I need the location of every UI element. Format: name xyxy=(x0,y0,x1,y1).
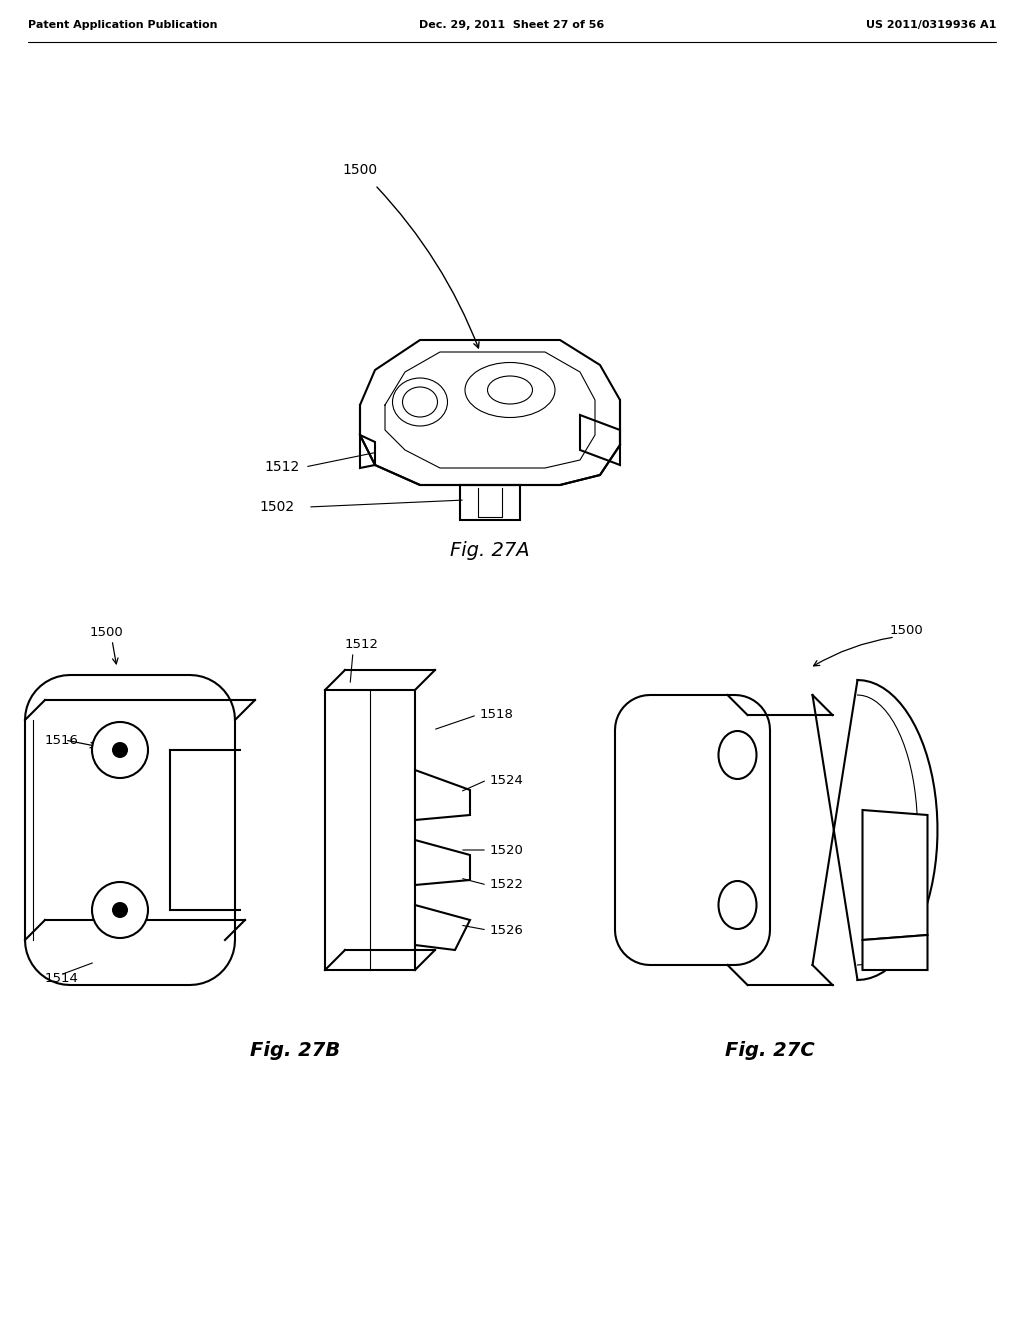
Text: 1524: 1524 xyxy=(490,774,524,787)
Polygon shape xyxy=(415,770,470,820)
Text: 1512: 1512 xyxy=(265,459,300,474)
Polygon shape xyxy=(360,436,375,469)
Ellipse shape xyxy=(392,378,447,426)
Text: US 2011/0319936 A1: US 2011/0319936 A1 xyxy=(865,20,996,30)
Text: 1502: 1502 xyxy=(260,500,295,513)
Polygon shape xyxy=(862,935,928,970)
Text: 1520: 1520 xyxy=(490,843,524,857)
Ellipse shape xyxy=(719,731,757,779)
Circle shape xyxy=(112,902,128,917)
Polygon shape xyxy=(580,414,620,465)
Text: Dec. 29, 2011  Sheet 27 of 56: Dec. 29, 2011 Sheet 27 of 56 xyxy=(420,20,604,30)
Text: Fig. 27C: Fig. 27C xyxy=(725,1040,815,1060)
Text: 1522: 1522 xyxy=(490,879,524,891)
Circle shape xyxy=(112,742,128,758)
Text: 1512: 1512 xyxy=(345,639,379,652)
Circle shape xyxy=(92,882,148,939)
Text: 1526: 1526 xyxy=(490,924,524,936)
Ellipse shape xyxy=(719,880,757,929)
Polygon shape xyxy=(862,810,928,940)
Text: 1500: 1500 xyxy=(90,626,124,639)
Circle shape xyxy=(92,722,148,777)
Text: Patent Application Publication: Patent Application Publication xyxy=(28,20,217,30)
Text: 1518: 1518 xyxy=(480,709,514,722)
Polygon shape xyxy=(415,840,470,884)
Polygon shape xyxy=(360,341,620,484)
Polygon shape xyxy=(460,484,520,520)
Text: 1500: 1500 xyxy=(890,623,924,636)
Polygon shape xyxy=(615,696,770,965)
Polygon shape xyxy=(325,690,415,970)
Polygon shape xyxy=(25,675,234,985)
Text: 1500: 1500 xyxy=(342,162,378,177)
Text: 1516: 1516 xyxy=(45,734,79,747)
Text: 1514: 1514 xyxy=(45,972,79,985)
Polygon shape xyxy=(415,906,470,950)
Text: Fig. 27B: Fig. 27B xyxy=(250,1040,340,1060)
Text: Fig. 27A: Fig. 27A xyxy=(451,540,529,560)
